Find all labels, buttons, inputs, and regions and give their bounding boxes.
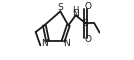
Text: N: N bbox=[72, 10, 79, 19]
Text: O: O bbox=[85, 2, 92, 11]
Text: S: S bbox=[57, 3, 63, 12]
Text: N: N bbox=[63, 39, 70, 48]
Text: S: S bbox=[83, 19, 89, 28]
Text: H: H bbox=[72, 6, 79, 15]
Text: O: O bbox=[85, 36, 92, 45]
Text: N: N bbox=[41, 39, 47, 48]
